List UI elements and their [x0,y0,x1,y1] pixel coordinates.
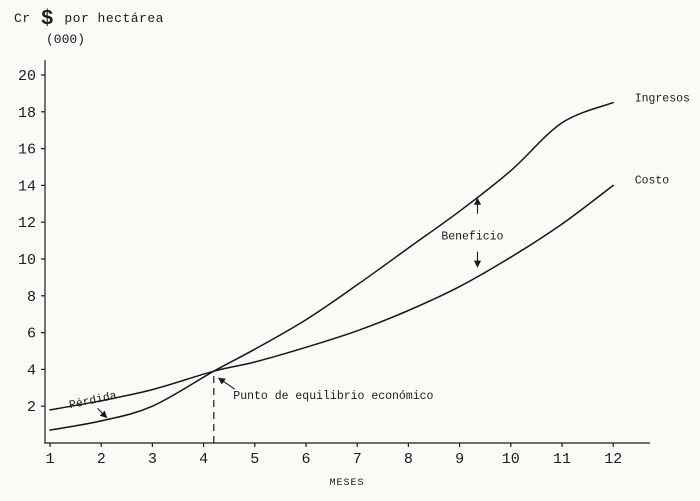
y-axis-title-prefix: Cr [14,11,31,26]
x-tick-label: 3 [148,451,157,468]
x-tick-label: 4 [199,451,208,468]
beneficio-label: Beneficio [441,231,503,244]
x-axis-label: MESES [329,478,364,489]
x-tick-label: 6 [301,451,310,468]
y-tick-label: 14 [18,178,36,195]
perdida-label: Pérdida [68,390,118,413]
series-label-costo: Costo [635,175,670,188]
x-tick-label: 8 [404,451,413,468]
y-tick-label: 8 [27,289,36,306]
y-tick-label: 12 [18,215,36,232]
series-line-costo [49,184,614,411]
y-tick-label: 18 [18,105,36,122]
y-tick-label: 10 [18,252,36,269]
x-tick-label: 10 [502,451,520,468]
x-tick-label: 2 [97,451,106,468]
x-tick-label: 11 [553,451,571,468]
series-label-ingresos: Ingresos [635,93,690,106]
y-tick-label: 20 [18,68,36,85]
y-axis-title-suffix: por hectárea [64,11,164,26]
series-line-ingresos [49,101,614,431]
y-axis-units: (000) [46,32,86,47]
x-tick-label: 12 [604,451,622,468]
y-tick-label: 6 [27,326,36,343]
perdida-arrow-icon [97,408,108,419]
x-tick-label: 5 [250,451,259,468]
y-tick-label: 2 [27,399,36,416]
y-axis-title: Cr $ por hectárea [14,8,164,31]
breakeven-arrow-icon [217,377,236,390]
x-tick-label: 1 [45,451,54,468]
y-tick-label: 4 [27,362,36,379]
breakeven-label: Punto de equilibrio económico [233,390,433,403]
y-tick-label: 16 [18,142,36,159]
x-tick-label: 9 [455,451,464,468]
x-tick-label: 7 [353,451,362,468]
currency-symbol-icon: $ [40,8,55,31]
